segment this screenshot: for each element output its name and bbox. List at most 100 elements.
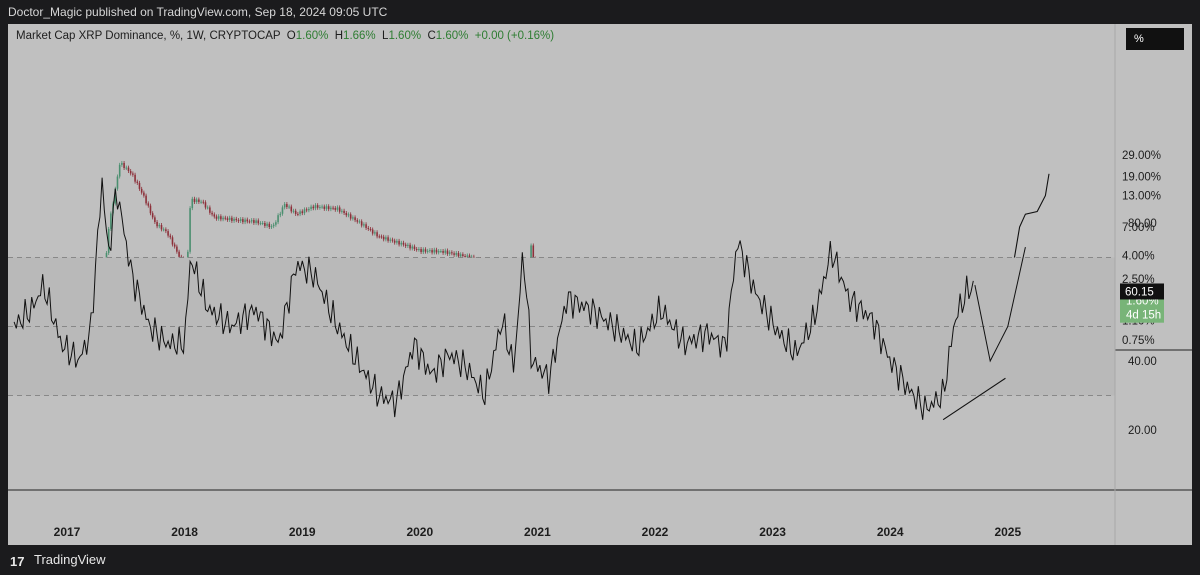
candle: [321, 206, 323, 208]
candle: [136, 181, 139, 183]
candle: [270, 226, 273, 228]
candle: [323, 206, 326, 209]
candle: [378, 236, 381, 238]
candle: [341, 210, 343, 212]
chart-svg[interactable]: 29.00%19.00%13.00%7.00%4.00%2.50%1.10%0.…: [8, 24, 1192, 545]
candle: [356, 220, 359, 222]
candle: [169, 235, 172, 238]
candle: [215, 216, 218, 219]
legend-symbol: Market Cap XRP Dominance, %, 1W, CRYPTOC…: [16, 30, 281, 42]
x-tick-label: 2025: [994, 525, 1021, 539]
candle: [288, 206, 290, 208]
candle: [228, 217, 231, 220]
candle: [407, 244, 409, 247]
candle: [365, 224, 367, 228]
candle: [193, 198, 196, 202]
candle: [158, 225, 161, 227]
candle: [165, 229, 167, 232]
candle: [316, 205, 319, 208]
candle: [279, 213, 282, 216]
candle: [380, 236, 383, 238]
candle: [292, 210, 295, 212]
candle: [107, 228, 110, 253]
candle: [314, 205, 317, 209]
candle: [189, 208, 191, 252]
candle: [431, 250, 433, 253]
candle: [466, 255, 469, 257]
candle: [195, 199, 198, 202]
candle: [376, 232, 378, 237]
candle: [402, 242, 405, 245]
candle: [149, 205, 152, 214]
candle: [286, 204, 288, 208]
y-tick-label: 2.50%: [1122, 274, 1155, 286]
svg-text:17: 17: [10, 554, 24, 568]
y-tick-label: 0.75%: [1122, 335, 1155, 347]
candle: [162, 229, 165, 231]
candle: [358, 221, 361, 223]
y-tick-label: 7.00%: [1122, 222, 1155, 234]
candle: [255, 220, 257, 223]
candle: [330, 207, 332, 210]
candle: [393, 240, 396, 243]
candle: [435, 249, 438, 253]
x-tick-label: 2021: [524, 525, 551, 539]
legend-low-label: L: [382, 30, 389, 42]
candle: [451, 252, 453, 254]
divergence-trendline: [942, 377, 1006, 421]
legend-high-label: H: [334, 30, 344, 42]
candle: [134, 174, 136, 182]
candle: [429, 250, 431, 252]
candle: [530, 245, 532, 263]
candle: [332, 207, 334, 209]
candle: [129, 170, 132, 174]
candle: [290, 206, 293, 212]
oscillator-pane[interactable]: 80.00 40.00 20.00 60.15: [8, 177, 1164, 437]
candle: [154, 217, 156, 222]
legend-low-value: 1.60%: [388, 30, 422, 42]
x-tick-label: 2017: [54, 525, 81, 539]
chart-panel[interactable]: 29.00%19.00%13.00%7.00%4.00%2.50%1.10%0.…: [8, 24, 1192, 545]
x-tick-label: 2023: [759, 525, 786, 539]
time-axis: 2017 2018 2019 2020 2021 2022 2023 2024 2025: [54, 525, 1022, 539]
oscillator-tick-label: 80.00: [1128, 218, 1157, 230]
candle: [391, 239, 394, 241]
candle: [220, 216, 222, 220]
candle: [138, 182, 141, 189]
legend-high-value: 1.66%: [343, 30, 376, 42]
candle: [532, 245, 535, 259]
legend-change: +0.00 (+0.16%): [474, 30, 555, 42]
candle: [272, 224, 275, 227]
candle: [334, 208, 337, 210]
candle: [396, 240, 398, 243]
candle: [231, 217, 233, 221]
candle: [347, 214, 350, 216]
scale-mode-button[interactable]: %: [1126, 28, 1184, 50]
candle: [127, 167, 130, 171]
countdown-label: 4d 15h: [1126, 310, 1161, 322]
candle: [156, 221, 158, 227]
candle: [147, 203, 150, 206]
candle: [151, 213, 154, 218]
candle: [433, 249, 436, 253]
x-tick-label: 2019: [289, 525, 316, 539]
candle: [352, 217, 354, 219]
candle: [343, 210, 345, 213]
y-tick-label: 29.00%: [1122, 150, 1161, 162]
candle: [413, 246, 416, 250]
candle: [457, 252, 460, 257]
candle: [327, 206, 330, 210]
candle: [459, 254, 462, 257]
candle: [360, 221, 363, 226]
y-tick-label: 4.00%: [1122, 250, 1155, 262]
candle: [462, 254, 464, 257]
x-tick-label: 2020: [406, 525, 433, 539]
candle: [173, 244, 176, 247]
candle: [336, 207, 339, 210]
candle: [198, 199, 200, 202]
tradingview-logo[interactable]: 17 TradingView: [10, 545, 106, 575]
candle: [204, 202, 207, 208]
candle: [301, 211, 304, 214]
candle: [171, 237, 174, 245]
candle: [319, 206, 321, 208]
